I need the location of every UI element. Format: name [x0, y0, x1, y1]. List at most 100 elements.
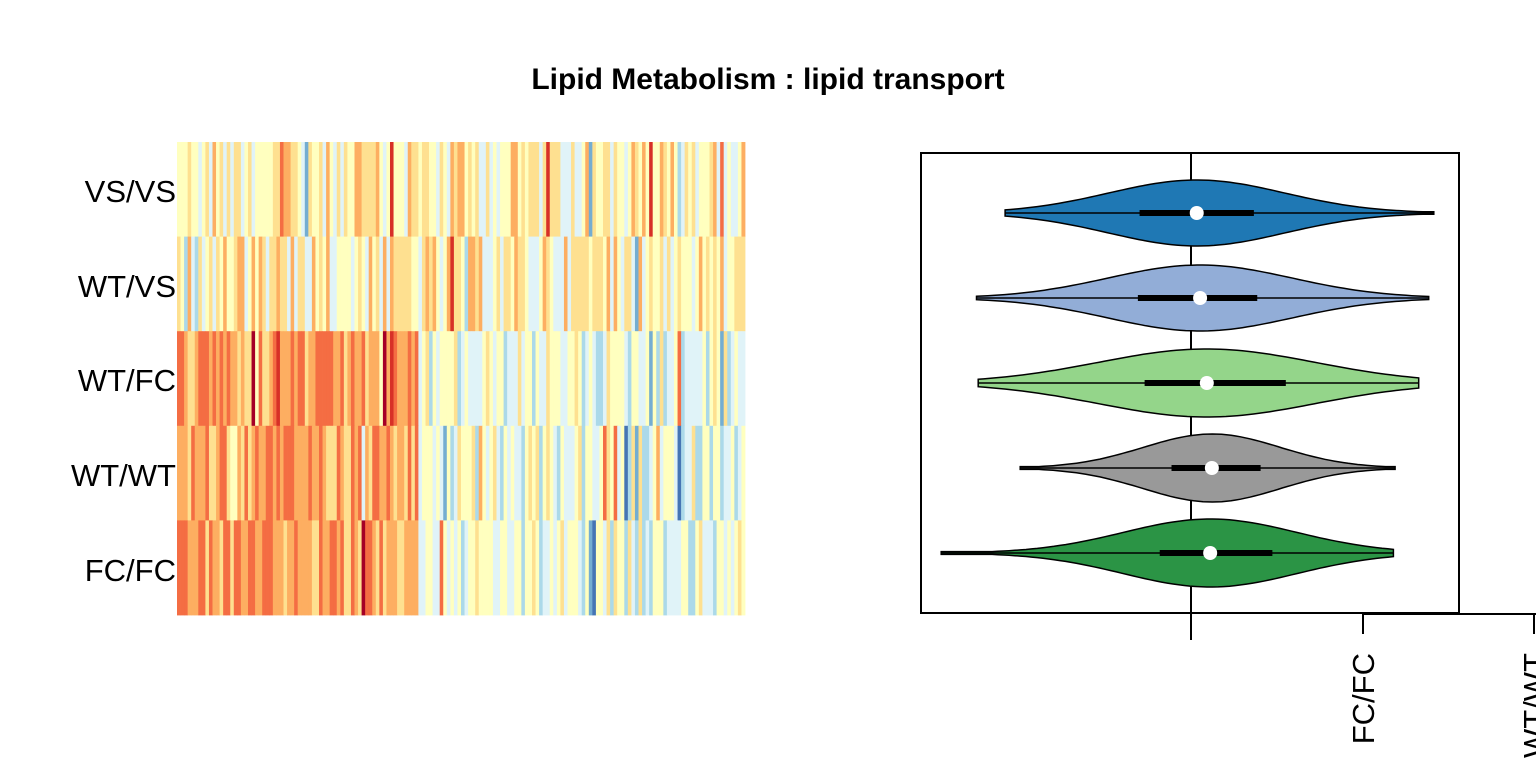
heatmap-cell	[177, 236, 181, 332]
heatmap-cell	[695, 425, 700, 521]
heatmap-cell	[524, 520, 529, 616]
heatmap-cell	[503, 520, 508, 616]
heatmap-cell	[652, 142, 657, 237]
heatmap-cell	[272, 236, 277, 332]
heatmap-cell	[485, 425, 490, 521]
heatmap-cell	[492, 236, 497, 332]
heatmap-cell	[727, 236, 732, 332]
heatmap-cell	[592, 331, 597, 427]
heatmap-cell	[223, 520, 228, 616]
heatmap-cell	[684, 142, 689, 237]
heatmap-cell	[567, 331, 572, 427]
heatmap-cell	[311, 425, 316, 521]
heatmap-cell	[571, 236, 575, 332]
heatmap-cell	[443, 425, 448, 521]
heatmap-cell	[414, 236, 419, 332]
heatmap-cell	[354, 331, 359, 427]
heatmap-cell	[546, 331, 551, 427]
heatmap-cell	[194, 331, 199, 427]
heatmap-cell	[386, 236, 391, 332]
heatmap-cell	[432, 520, 437, 616]
heatmap-cell	[610, 236, 615, 332]
heatmap-cell	[663, 236, 668, 332]
heatmap-cell	[521, 236, 526, 332]
heatmap-cell	[698, 142, 703, 237]
heatmap-cell	[393, 331, 398, 427]
heatmap-cell	[642, 331, 646, 427]
heatmap-cell	[446, 520, 451, 616]
heatmap-cell	[496, 520, 501, 616]
heatmap-cell	[315, 331, 320, 427]
heatmap-cell	[549, 142, 554, 237]
heatmap-cell	[603, 236, 607, 332]
heatmap-cell	[560, 331, 565, 427]
heatmap-cell	[382, 236, 387, 332]
heatmap-cell	[464, 425, 469, 521]
heatmap-cell	[457, 142, 462, 237]
heatmap-cell	[304, 425, 309, 521]
heatmap-cell	[414, 520, 419, 616]
heatmap-cell	[450, 142, 455, 237]
heatmap-cell	[574, 425, 579, 521]
heatmap-cell	[482, 425, 487, 521]
heatmap-cell	[258, 331, 263, 427]
heatmap-cell	[489, 142, 494, 237]
heatmap-cell	[741, 236, 746, 332]
heatmap-cell	[184, 236, 189, 332]
heatmap-cell	[248, 142, 252, 237]
heatmap-cell	[216, 425, 220, 521]
heatmap-cell	[390, 142, 394, 237]
heatmap-cell	[347, 142, 352, 237]
heatmap-cell	[347, 520, 352, 616]
heatmap-cell	[184, 331, 189, 427]
heatmap-cell	[737, 142, 742, 237]
heatmap-cell	[198, 425, 203, 521]
heatmap-cell	[517, 331, 522, 427]
heatmap-cell	[478, 236, 483, 332]
heatmap-cell	[326, 520, 331, 616]
heatmap-cell	[393, 520, 398, 616]
heatmap-cell	[297, 425, 302, 521]
heatmap-cell	[656, 331, 661, 427]
heatmap-cell	[322, 331, 327, 427]
heatmap-cell	[429, 331, 433, 427]
heatmap-cell	[642, 520, 646, 616]
heatmap-cell	[297, 142, 302, 237]
heatmap-cell	[737, 331, 742, 427]
heatmap-cell	[524, 236, 529, 332]
heatmap-cell	[436, 236, 441, 332]
heatmap-cell	[713, 142, 717, 237]
heatmap-cell	[492, 520, 497, 616]
heatmap-cell	[198, 520, 203, 616]
heatmap-cell	[688, 236, 693, 332]
heatmap-cell	[556, 236, 561, 332]
heatmap-cell	[649, 425, 654, 521]
violin-median-point	[1189, 206, 1204, 220]
heatmap-cell	[290, 236, 295, 332]
heatmap-cell	[258, 520, 263, 616]
heatmap-cell	[347, 425, 352, 521]
heatmap-cell	[659, 236, 664, 332]
heatmap-cell	[287, 142, 291, 237]
heatmap-cell	[599, 236, 604, 332]
heatmap-cell	[727, 520, 732, 616]
heatmap-cell	[244, 142, 249, 237]
heatmap-cell	[237, 425, 242, 521]
heatmap-cell	[379, 425, 384, 521]
heatmap-cell	[634, 142, 639, 237]
heatmap-cell	[450, 236, 455, 332]
heatmap-cell	[230, 425, 235, 521]
heatmap-cell	[595, 425, 600, 521]
heatmap-cell	[251, 142, 256, 237]
heatmap-cell	[450, 520, 455, 616]
heatmap-cell	[606, 236, 611, 332]
heatmap-cell	[230, 236, 235, 332]
heatmap-cell	[450, 425, 455, 521]
heatmap-row-label: VS/VS	[85, 174, 176, 209]
heatmap-cell	[272, 520, 277, 616]
heatmap-cell	[251, 520, 256, 616]
heatmap-cell	[730, 142, 735, 237]
heatmap-cell	[201, 236, 206, 332]
heatmap-cell	[666, 425, 671, 521]
heatmap-cell	[535, 520, 540, 616]
